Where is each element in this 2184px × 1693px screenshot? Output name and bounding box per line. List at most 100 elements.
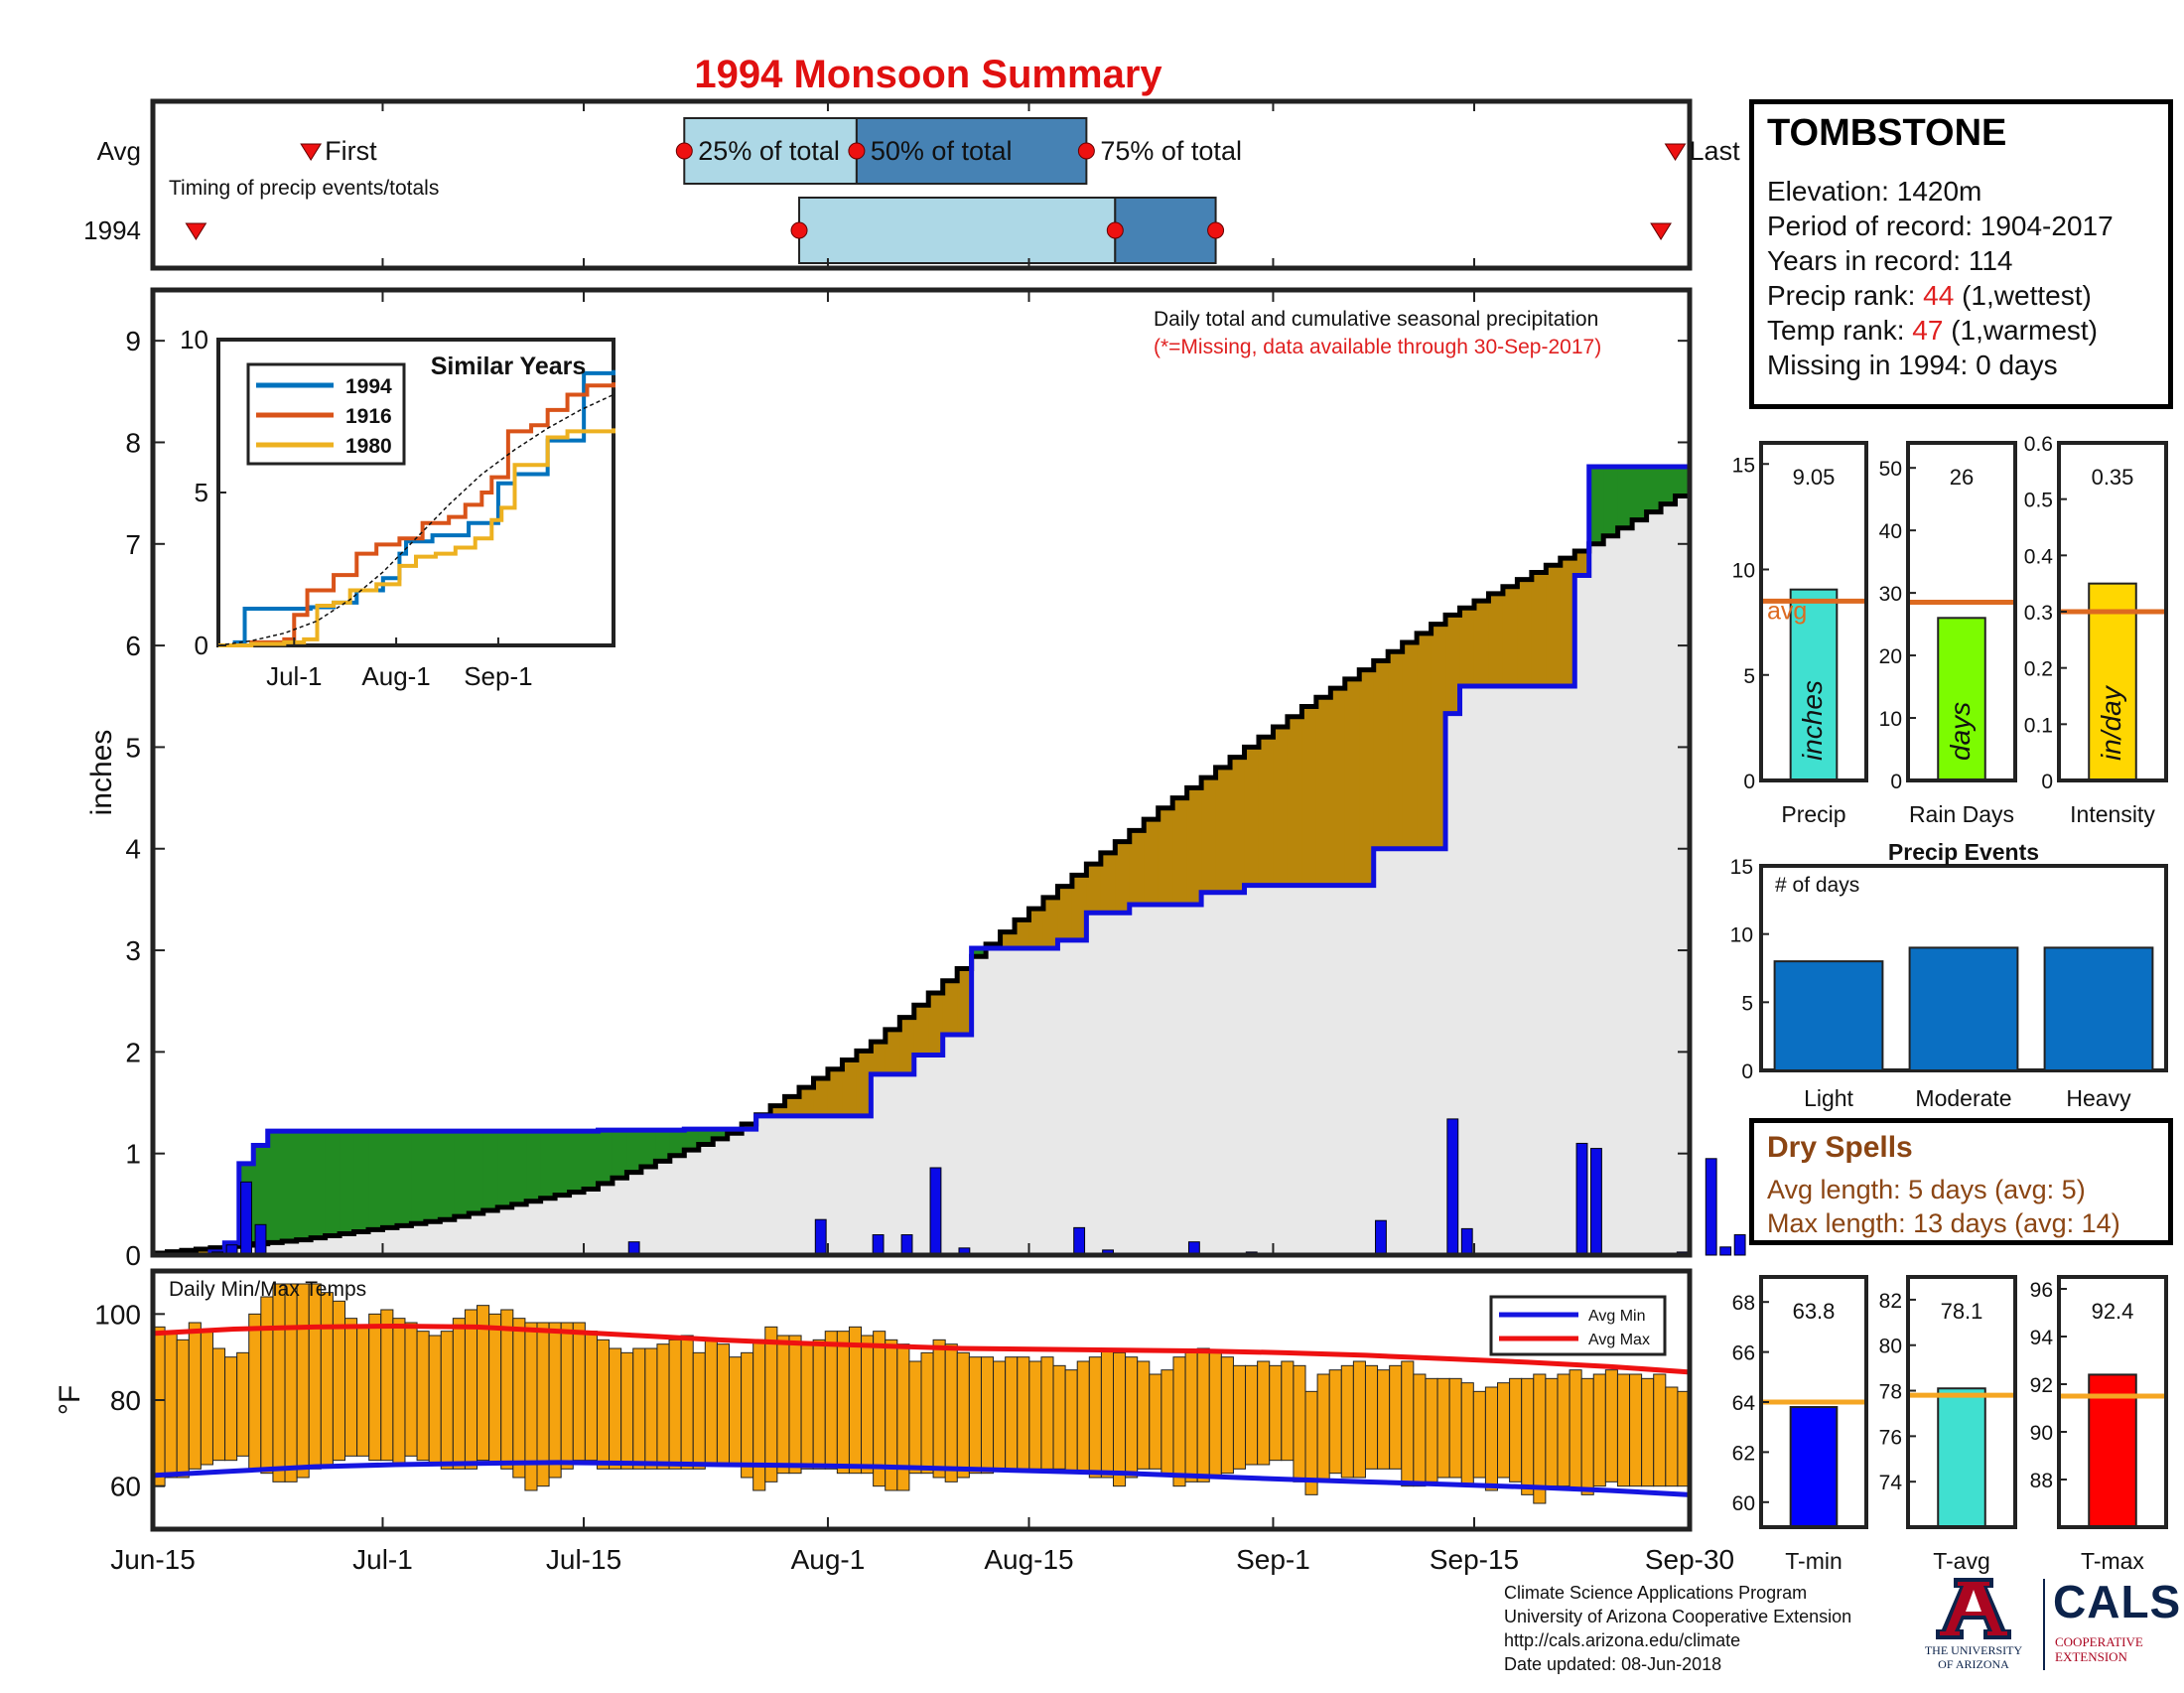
precip-above-average-fill [598,1130,614,1184]
precip-below-average-fill [1315,697,1331,886]
precip-rank-value: 44 [1923,280,1955,311]
precip-above-average-fill [1588,467,1604,544]
precip-below-average-fill [1000,931,1016,949]
temp-min-ytick-label: 68 [1732,1292,1755,1315]
precip-daily-bar [1719,1246,1732,1256]
temp-daily-range-bar [656,1343,670,1470]
precip-above-average-fill [698,1129,714,1145]
precip-total-panel-frame [1759,441,1868,782]
precip-above-average-fill [497,1131,513,1207]
precip-below-average-fill [827,1068,844,1116]
temp-daily-range-bar [632,1347,646,1470]
temp-daily-range-bar [848,1326,863,1475]
temp-daily-range-bar [188,1322,202,1470]
rain-days-ytick-label: 30 [1879,583,1902,606]
temp-daily-range-bar [320,1292,334,1466]
precip-above-average-fill [482,1131,498,1210]
dry-spells-title: Dry Spells [1767,1131,1913,1164]
similar-years-xtick-label: Aug-1 [361,661,430,691]
temp-daily-range-bar [861,1335,875,1475]
temp-daily-range-bar [1436,1377,1450,1479]
temp-max-value-bar [2088,1373,2137,1529]
temp-avg-panel-frame [1906,1275,2017,1529]
temp-daily-range-bar [176,1339,190,1479]
temp-ytick-label: 60 [110,1472,141,1502]
temp-rank-value: 47 [1912,315,1944,346]
temp-daily-range-bar [873,1331,887,1487]
precip-above-average-fill [267,1131,283,1243]
precip-below-average-fill [784,1096,800,1116]
temp-daily-range-bar [908,1360,922,1475]
temp-daily-range-bar [284,1283,298,1482]
temp-daily-range-bar [560,1322,574,1470]
precip-below-average-fill [1344,678,1360,886]
ua-block-a-icon [1936,1578,2011,1639]
temp-daily-range-bar [1592,1373,1606,1487]
temp-daily-range-bar [1377,1369,1391,1470]
timing-label-last: Last [1690,136,1741,166]
precip-daily-bar [1733,1234,1746,1256]
temp-daily-range-bar [1005,1356,1019,1470]
timing-triangle-first-1994 [185,222,207,240]
precip-below-average-fill [1417,633,1433,849]
period-of-record-text: Period of record: 1904-2017 [1767,211,2114,241]
timing-triangle-last-1994 [1650,222,1672,240]
timing-marker-q50-1994 [1106,221,1124,239]
precip-average-area [153,495,1690,1255]
precip-above-average-fill [584,1131,600,1190]
temp-daily-range-bar [224,1356,238,1462]
timing-marker-q75-Avg [1077,142,1095,160]
precip-below-average-fill [1402,642,1418,849]
temp-max-ytick-label: 94 [2030,1327,2054,1349]
temp-daily-range-bar [164,1331,178,1479]
temp-daily-range-bar [1340,1364,1354,1479]
logo-divider [2043,1579,2045,1670]
precip-total-name-label: Precip [1781,801,1845,827]
temp-daily-range-bar [1160,1369,1174,1475]
intensity-value-label: 0.35 [2092,465,2134,490]
precip-above-average-fill [440,1131,456,1220]
footer-credits: Climate Science Applications Program Uni… [1504,1581,1851,1676]
date-axis-tick-label: Sep-1 [1236,1544,1310,1575]
temp-rank-text: Temp rank: 47 (1,warmest) [1767,313,2114,348]
university-of-arizona-logo: THE UNIVERSITY OF ARIZONA [1914,1574,2033,1673]
timing-box-q50-1994 [1114,197,1217,264]
temp-daily-range-bar [1040,1356,1054,1470]
precip-daily-bar [1575,1142,1588,1256]
temp-daily-range-bar [1100,1347,1114,1479]
precip-below-average-fill [1172,797,1188,906]
precip-below-average-fill [1445,615,1461,714]
precip-below-average-fill [742,1124,757,1130]
precip-above-average-fill [684,1129,700,1151]
precip-below-average-fill [1301,706,1317,886]
date-axis-tick-label: Aug-1 [791,1544,866,1575]
timing-subtitle: Timing of precip events/totals [169,177,439,200]
timing-box-q25-1994 [798,197,1117,264]
precip-above-average-fill [1617,467,1633,528]
precip-events-bar-moderate [1908,946,2019,1072]
temp-max-panel-frame [2057,1275,2168,1529]
precip-below-average-fill [1186,787,1202,906]
precip-above-average-fill [296,1131,312,1240]
temp-ylabel: °F [54,1385,86,1415]
footer-date-updated: Date updated: 08-Jun-2018 [1504,1654,1722,1674]
footer-url[interactable]: http://cals.arizona.edu/climate [1504,1630,1741,1650]
temp-daily-range-bar [729,1356,743,1466]
temp-daily-range-bar [1389,1364,1403,1470]
temp-min-ytick-label: 64 [1732,1392,1756,1415]
temp-daily-range-bar [824,1331,838,1470]
precip-daily-bar [814,1218,827,1256]
temp-daily-range-bar [200,1331,213,1466]
intensity-name-label: Intensity [2070,801,2155,827]
precip-ytick-label: 0 [125,1240,141,1271]
temp-min-ytick-label: 62 [1732,1442,1755,1465]
precip-below-average-fill [799,1087,815,1116]
precip-daily-bar [1705,1158,1717,1256]
precip-events-ytick-label: 5 [1741,992,1753,1015]
temp-daily-range-bar [1316,1373,1330,1482]
precip-ytick-label: 2 [125,1037,141,1067]
precip-above-average-fill [454,1131,470,1217]
temp-daily-range-bar [248,1313,262,1470]
precip-ytick-label: 6 [125,631,141,661]
precip-below-average-fill [1273,726,1289,886]
